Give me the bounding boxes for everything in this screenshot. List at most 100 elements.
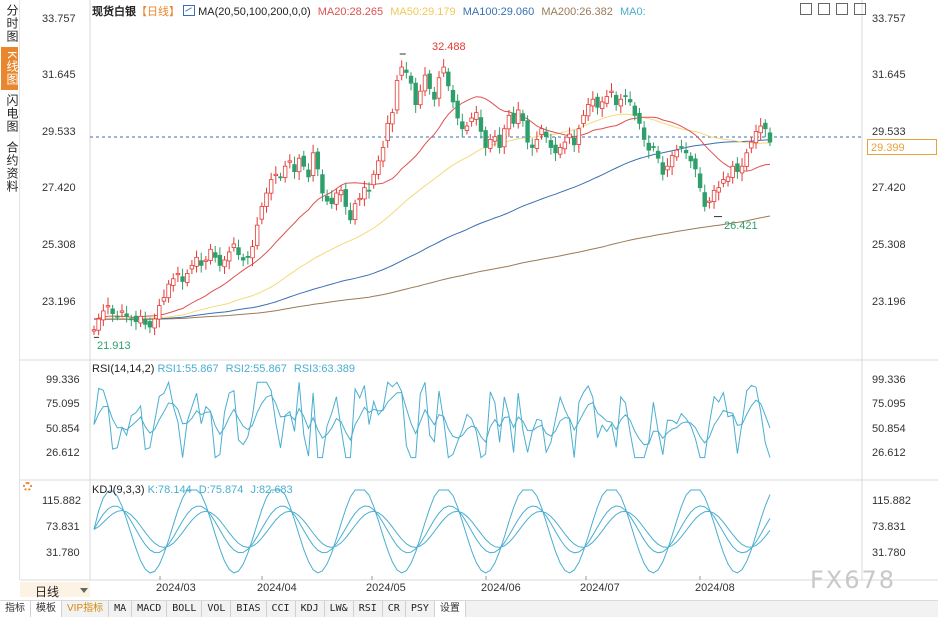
candle-down — [320, 174, 325, 194]
kdj-axis-label: 115.882 — [42, 495, 81, 507]
candle-up — [488, 139, 493, 149]
candle-up — [376, 160, 381, 175]
indicator-toolbar: 指标 模板 VIP指标 MA MACD BOLL VOL BIAS CCI KD… — [0, 600, 938, 617]
candle-up — [268, 179, 274, 194]
candle-up — [721, 179, 726, 184]
candle-up — [254, 224, 260, 246]
candle-up — [576, 128, 582, 145]
candle-up — [422, 74, 428, 92]
low-annotation: 21.913 — [97, 340, 131, 352]
yaxis-left-label: 27.420 — [42, 182, 76, 194]
candle-down — [124, 313, 129, 317]
candle-down — [446, 71, 451, 87]
candle-up — [203, 259, 209, 262]
kdj-header: KDJ(9,3,3) K:78.144 D:75.874 J:82.683 — [92, 484, 293, 496]
yaxis-right-label: 23.196 — [872, 296, 906, 308]
yaxis-right-label: 27.420 — [872, 182, 906, 194]
candle-down — [133, 315, 139, 323]
close-icon[interactable] — [854, 3, 866, 15]
ma20-line — [93, 96, 771, 320]
kline-chart[interactable] — [0, 0, 938, 600]
candle-down — [292, 164, 297, 172]
kdj-settings-icon[interactable] — [23, 482, 32, 491]
tab-cr[interactable]: CR — [383, 601, 406, 617]
candle-down — [520, 113, 526, 122]
candle-up — [394, 80, 400, 111]
layout-icon[interactable] — [800, 3, 812, 15]
candle-down — [613, 94, 619, 105]
xaxis-label: 2024/04 — [257, 582, 297, 594]
candle-up — [744, 152, 749, 167]
kdj-j-value: J:82.683 — [250, 484, 293, 496]
candle-up — [380, 147, 386, 162]
candle-up — [231, 243, 237, 248]
period-selector[interactable] — [20, 582, 90, 597]
yaxis-left-label: 23.196 — [42, 296, 76, 308]
candle-up — [96, 318, 101, 331]
tab-vol[interactable]: VOL — [202, 601, 232, 617]
candle-down — [683, 150, 689, 154]
candle-up — [502, 128, 507, 148]
kdj-axis-label: 73.831 — [872, 521, 906, 533]
tab-contract-info[interactable]: 合约资料 — [5, 141, 19, 194]
candle-up — [362, 187, 367, 200]
period-tag: 【日线】 — [136, 6, 180, 18]
grid-icon[interactable] — [818, 3, 830, 15]
candle-down — [623, 95, 628, 98]
candle-up — [669, 155, 675, 168]
candle-up — [226, 251, 232, 262]
candle-down — [110, 308, 115, 315]
candle-down — [199, 260, 204, 266]
candle-up — [464, 125, 470, 131]
candle-down — [632, 105, 637, 116]
tab-ma[interactable]: MA — [109, 601, 133, 617]
candle-up — [208, 248, 213, 261]
candle-up — [469, 117, 474, 123]
rsi-axis-label: 26.612 — [872, 447, 906, 459]
candle-up — [189, 264, 195, 270]
maximize-icon[interactable] — [836, 3, 848, 15]
candle-up — [171, 278, 176, 286]
candle-down — [236, 247, 241, 256]
candle-down — [627, 99, 633, 103]
ma-settings-icon[interactable] — [183, 5, 196, 16]
candle-down — [688, 155, 693, 162]
ma200-value: MA200:26.382 — [541, 6, 613, 18]
xaxis-label: 2024/07 — [580, 582, 620, 594]
candle-up — [516, 109, 521, 124]
ma100-value: MA100:29.060 — [462, 6, 535, 18]
candle-down — [595, 96, 600, 108]
tab-indicators[interactable]: 指标 — [0, 601, 31, 617]
candle-up — [716, 187, 721, 193]
tab-cci[interactable]: CCI — [267, 601, 296, 617]
candle-up — [250, 246, 255, 259]
yaxis-right-label: 31.645 — [872, 69, 906, 81]
tab-flash[interactable]: 闪电图 — [5, 94, 19, 134]
ma50-value: MA50:29.179 — [390, 6, 456, 18]
candle-down — [245, 256, 251, 258]
tab-templates[interactable]: 模板 — [31, 601, 62, 617]
high-annotation: 32.488 — [432, 41, 466, 53]
tab-settings[interactable]: 设置 — [434, 601, 466, 617]
candle-down — [213, 252, 218, 258]
tab-macd[interactable]: MACD — [132, 601, 168, 617]
candle-up — [157, 305, 162, 320]
tab-timeshare[interactable]: 分时图 — [5, 4, 19, 43]
tab-boll[interactable]: BOLL — [167, 601, 203, 617]
tab-bias[interactable]: BIAS — [231, 601, 267, 617]
rsi-axis-label: 26.612 — [46, 447, 80, 459]
candle-down — [240, 257, 246, 261]
tab-kdj[interactable]: KDJ — [296, 601, 325, 617]
tab-lw[interactable]: LW& — [325, 601, 354, 617]
left-tabbar: 分时图 K线图 闪电图 合约资料 — [0, 0, 20, 580]
tab-kline[interactable]: K线图 — [1, 47, 19, 91]
candle-down — [767, 132, 773, 143]
candle-down — [413, 82, 418, 105]
period-dropdown-icon[interactable] — [80, 588, 88, 593]
candle-up — [725, 176, 731, 182]
tab-rsi[interactable]: RSI — [354, 601, 383, 617]
tab-vip-indicators[interactable]: VIP指标 — [62, 601, 110, 617]
candle-down — [427, 73, 432, 89]
tab-psy[interactable]: PSY — [406, 601, 435, 617]
candle-up — [91, 329, 97, 332]
